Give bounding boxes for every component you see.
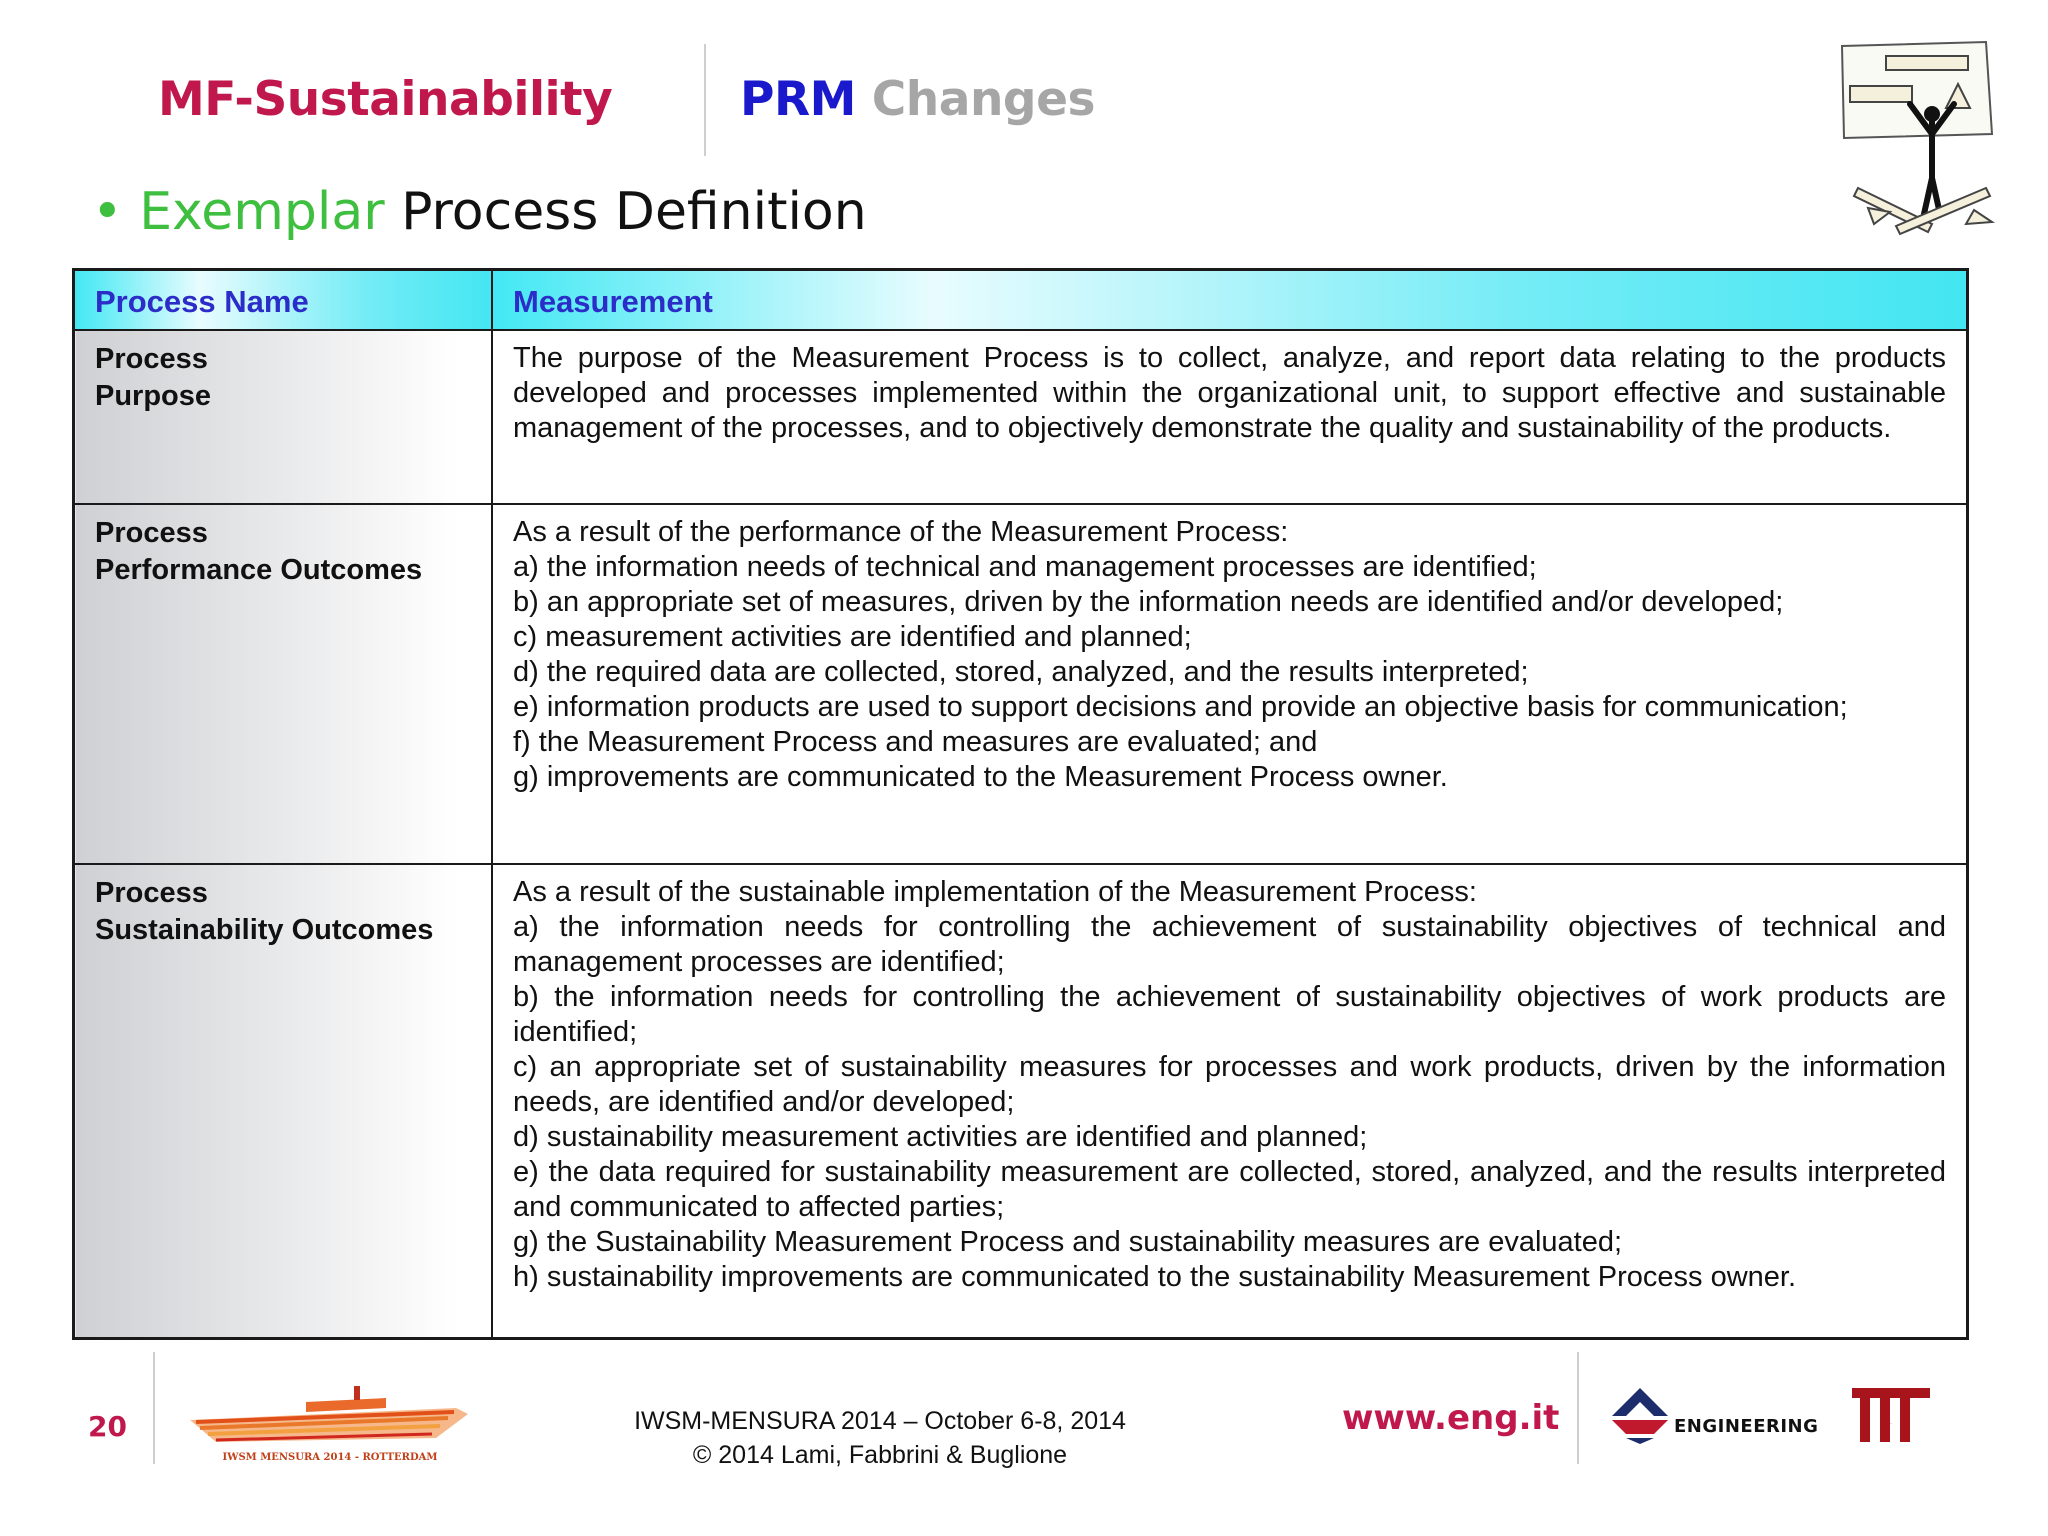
page-number: 20	[88, 1410, 127, 1443]
outcome-line: g) the Sustainability Measurement Proces…	[513, 1226, 1623, 1258]
outcome-line: e) the data required for sustainability …	[513, 1156, 1946, 1223]
header-process-name: Process Name	[72, 268, 493, 331]
footer-conference-block: IWSM-MENSURA 2014 – October 6-8, 2014 © …	[560, 1404, 1200, 1472]
row-label-line: Process	[95, 517, 208, 549]
outcome-line: a) the information needs for controlling…	[513, 911, 1946, 978]
outcome-line: As a result of the performance of the Me…	[513, 516, 1289, 548]
subtitle-accent: Exemplar	[139, 182, 385, 242]
row-label-line: Process	[95, 343, 208, 375]
row-label-purpose: Process Purpose	[72, 329, 493, 505]
stick-figure-clipart-icon	[1840, 40, 1995, 236]
header-divider	[704, 44, 706, 156]
process-definition-table: Process Name Measurement Process Purpose…	[72, 268, 1969, 1340]
outcome-line: e) information products are used to supp…	[513, 691, 1848, 723]
outcome-line: d) sustainability measurement activities…	[513, 1121, 1368, 1153]
outcome-line: b) the information needs for controlling…	[513, 981, 1946, 1048]
header-measurement: Measurement	[491, 268, 1969, 331]
row-label-sustainability: Process Sustainability Outcomes	[72, 863, 493, 1340]
outcome-line: f) the Measurement Process and measures …	[513, 726, 1318, 758]
bullet-icon: •	[92, 182, 123, 242]
table-row: Process Purpose The purpose of the Measu…	[72, 329, 1969, 505]
subtitle-rest: Process Definition	[401, 182, 867, 242]
table-row: Process Performance Outcomes As a result…	[72, 503, 1969, 865]
header-title-changes: Changes	[871, 72, 1096, 127]
engineering-logo-text: ENGINEERING	[1674, 1416, 1819, 1437]
header-title-left: MF-Sustainability	[158, 72, 613, 127]
footer-conference: IWSM-MENSURA 2014 – October 6-8, 2014	[634, 1407, 1126, 1435]
row-label-line: Process	[95, 877, 208, 909]
row-label-line: Performance Outcomes	[95, 554, 423, 586]
outcome-line: c) measurement activities are identified…	[513, 621, 1192, 653]
table-header-row: Process Name Measurement	[72, 268, 1969, 331]
footer-copyright: © 2014 Lami, Fabbrini & Buglione	[692, 1441, 1068, 1469]
row-text-performance: As a result of the performance of the Me…	[491, 503, 1969, 865]
outcome-line: a) the information needs of technical an…	[513, 551, 1537, 583]
header-title-prm: PRM	[740, 72, 856, 127]
engineering-logo-icon	[1612, 1388, 1668, 1444]
footer-divider	[1577, 1352, 1579, 1464]
footer-url[interactable]: www.eng.it	[1342, 1398, 1560, 1438]
slide-subtitle: • Exemplar Process Definition	[92, 182, 867, 242]
ship-logo-icon: IWSM MENSURA 2014 - ROTTERDAM	[190, 1386, 468, 1463]
row-label-performance: Process Performance Outcomes	[72, 503, 493, 865]
row-text-purpose: The purpose of the Measurement Process i…	[491, 329, 1969, 505]
outcome-line: As a result of the sustainable implement…	[513, 876, 1477, 908]
isti-logo-icon: ISTI	[1852, 1388, 1930, 1442]
outcome-line: d) the required data are collected, stor…	[513, 656, 1529, 688]
outcome-line: c) an appropriate set of sustainability …	[513, 1051, 1946, 1118]
row-text-sustainability: As a result of the sustainable implement…	[491, 863, 1969, 1340]
outcome-line: b) an appropriate set of measures, drive…	[513, 586, 1784, 618]
ship-logo-text: IWSM MENSURA 2014 - ROTTERDAM	[223, 1452, 438, 1463]
outcome-line: h) sustainability improvements are commu…	[513, 1261, 1797, 1293]
outcome-line: g) improvements are communicated to the …	[513, 761, 1448, 793]
row-label-line: Purpose	[95, 380, 212, 412]
header-title-right: PRM Changes	[740, 72, 1095, 127]
table-row: Process Sustainability Outcomes As a res…	[72, 863, 1969, 1340]
footer-divider	[153, 1352, 155, 1464]
row-label-line: Sustainability Outcomes	[95, 914, 434, 946]
isti-logo-text: ISTI	[1890, 1423, 1893, 1425]
